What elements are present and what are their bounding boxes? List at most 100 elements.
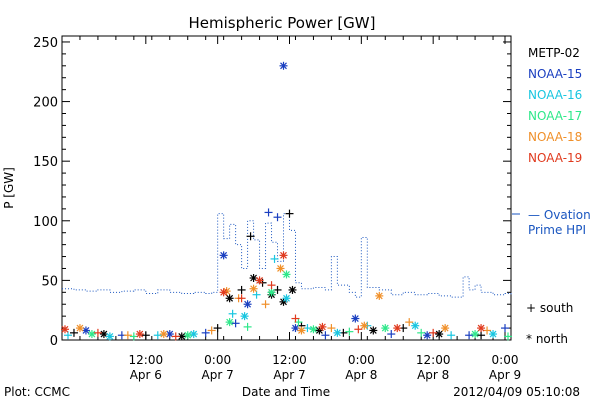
data-point-noaa-19	[318, 322, 327, 331]
legend: METP-02 NOAA-15 NOAA-16 NOAA-17 NOAA-18 NOAA-…	[512, 46, 591, 346]
legend-south-marker: + south	[526, 301, 573, 315]
data-point-noaa-17	[381, 324, 390, 333]
x-tick-time-label: 12:00	[129, 353, 164, 367]
data-point-noaa-17	[225, 318, 234, 327]
x-tick-date-label: Apr 8	[417, 368, 449, 382]
data-point-noaa-16	[189, 330, 198, 339]
x-axis-label: Date and Time	[242, 385, 330, 399]
data-point-noaa-16	[228, 309, 237, 318]
data-point-noaa-19	[171, 332, 180, 341]
data-point-noaa-17	[504, 332, 513, 341]
x-tick-date-label: Apr 7	[273, 368, 305, 382]
legend-item-noaa-15: NOAA-15	[528, 67, 582, 81]
data-point-noaa-17	[267, 288, 276, 297]
data-point-metp-02	[369, 326, 378, 335]
data-point-metp-02	[246, 232, 255, 241]
data-point-noaa-18	[207, 326, 216, 335]
data-point-noaa-18	[360, 321, 369, 330]
data-point-metp-02	[69, 328, 78, 337]
data-point-noaa-15	[501, 324, 510, 333]
data-point-noaa-17	[243, 322, 252, 331]
data-point-noaa-18	[261, 300, 270, 309]
plot-area	[61, 35, 512, 341]
data-point-noaa-15	[243, 300, 252, 309]
data-point-noaa-18	[123, 331, 132, 340]
data-point-noaa-16	[282, 294, 291, 303]
data-point-noaa-19	[219, 288, 228, 297]
data-point-noaa-18	[327, 324, 336, 333]
data-point-noaa-15	[264, 208, 273, 217]
data-point-noaa-15	[351, 314, 360, 323]
data-point-noaa-19	[429, 328, 438, 337]
data-point-noaa-19	[60, 325, 69, 334]
data-point-noaa-15	[273, 213, 282, 222]
x-tick-time-label: 0:00	[492, 353, 519, 367]
data-point-metp-02	[225, 294, 234, 303]
data-point-metp-02	[435, 330, 444, 339]
data-point-noaa-19	[93, 328, 102, 337]
data-point-noaa-16	[489, 330, 498, 339]
data-point-noaa-16	[63, 331, 72, 340]
data-point-noaa-18	[159, 330, 168, 339]
y-axis: 0 50 100 150 200 250	[33, 36, 511, 349]
x-tick-date-label: Apr 7	[202, 368, 234, 382]
legend-item-metp-02: METP-02	[528, 46, 580, 60]
data-point-noaa-16	[303, 324, 312, 333]
data-point-metp-02	[213, 324, 222, 333]
data-point-noaa-19	[135, 330, 144, 339]
data-point-noaa-15	[321, 331, 330, 340]
legend-item-noaa-19: NOAA-19	[528, 151, 582, 165]
plot-timestamp: 2012/04/09 05:10:08	[453, 385, 580, 399]
data-point-noaa-15	[279, 61, 288, 70]
data-point-noaa-19	[354, 325, 363, 334]
legend-item-noaa-17: NOAA-17	[528, 109, 582, 123]
data-point-noaa-19	[279, 251, 288, 260]
data-point-noaa-19	[237, 294, 246, 303]
data-point-noaa-18	[441, 324, 450, 333]
data-point-noaa-17	[129, 332, 138, 341]
data-point-noaa-17	[282, 270, 291, 279]
data-point-noaa-16	[411, 321, 420, 330]
data-point-noaa-18	[405, 318, 414, 327]
data-point-noaa-17	[471, 330, 480, 339]
legend-north-marker: * north	[526, 332, 568, 346]
data-point-metp-02	[285, 209, 294, 218]
y-tick-label: 100	[33, 215, 58, 230]
x-tick-date-label: Apr 9	[489, 368, 521, 382]
data-point-noaa-17	[417, 328, 426, 337]
data-point-noaa-17	[87, 330, 96, 339]
x-tick-time-label: 0:00	[348, 353, 375, 367]
x-tick-date-label: Apr 8	[345, 368, 377, 382]
legend-item-noaa-16: NOAA-16	[528, 88, 582, 102]
x-tick-time-label: 0:00	[204, 353, 231, 367]
data-point-noaa-15	[465, 331, 474, 340]
legend-satellites: METP-02 NOAA-15 NOAA-16 NOAA-17 NOAA-18 NOAA-…	[528, 46, 582, 165]
data-point-noaa-16	[252, 290, 261, 299]
data-point-metp-02	[273, 285, 282, 294]
y-tick-label: 250	[33, 36, 58, 51]
x-tick-time-label: 12:00	[416, 353, 451, 367]
chart-title: Hemispheric Power [GW]	[189, 14, 376, 32]
data-point-noaa-16	[447, 331, 456, 340]
data-point-noaa-18	[375, 291, 384, 300]
data-point-noaa-16	[333, 328, 342, 337]
data-point-noaa-15	[219, 251, 228, 260]
data-point-noaa-18	[249, 284, 258, 293]
data-point-noaa-16	[270, 254, 279, 263]
data-point-noaa-18	[297, 326, 306, 335]
y-tick-label: 0	[50, 334, 58, 349]
data-point-noaa-17	[183, 331, 192, 340]
data-point-noaa-15	[201, 328, 210, 337]
data-point-noaa-17	[309, 325, 318, 334]
y-tick-label: 50	[41, 274, 58, 289]
data-point-noaa-19	[267, 281, 276, 290]
data-point-noaa-19	[291, 314, 300, 323]
data-point-metp-02	[141, 331, 150, 340]
data-point-noaa-18	[75, 324, 84, 333]
data-point-noaa-16	[153, 331, 162, 340]
data-point-noaa-16	[105, 332, 114, 341]
data-points	[60, 61, 513, 341]
data-point-metp-02	[477, 331, 486, 340]
data-point-metp-02	[237, 285, 246, 294]
